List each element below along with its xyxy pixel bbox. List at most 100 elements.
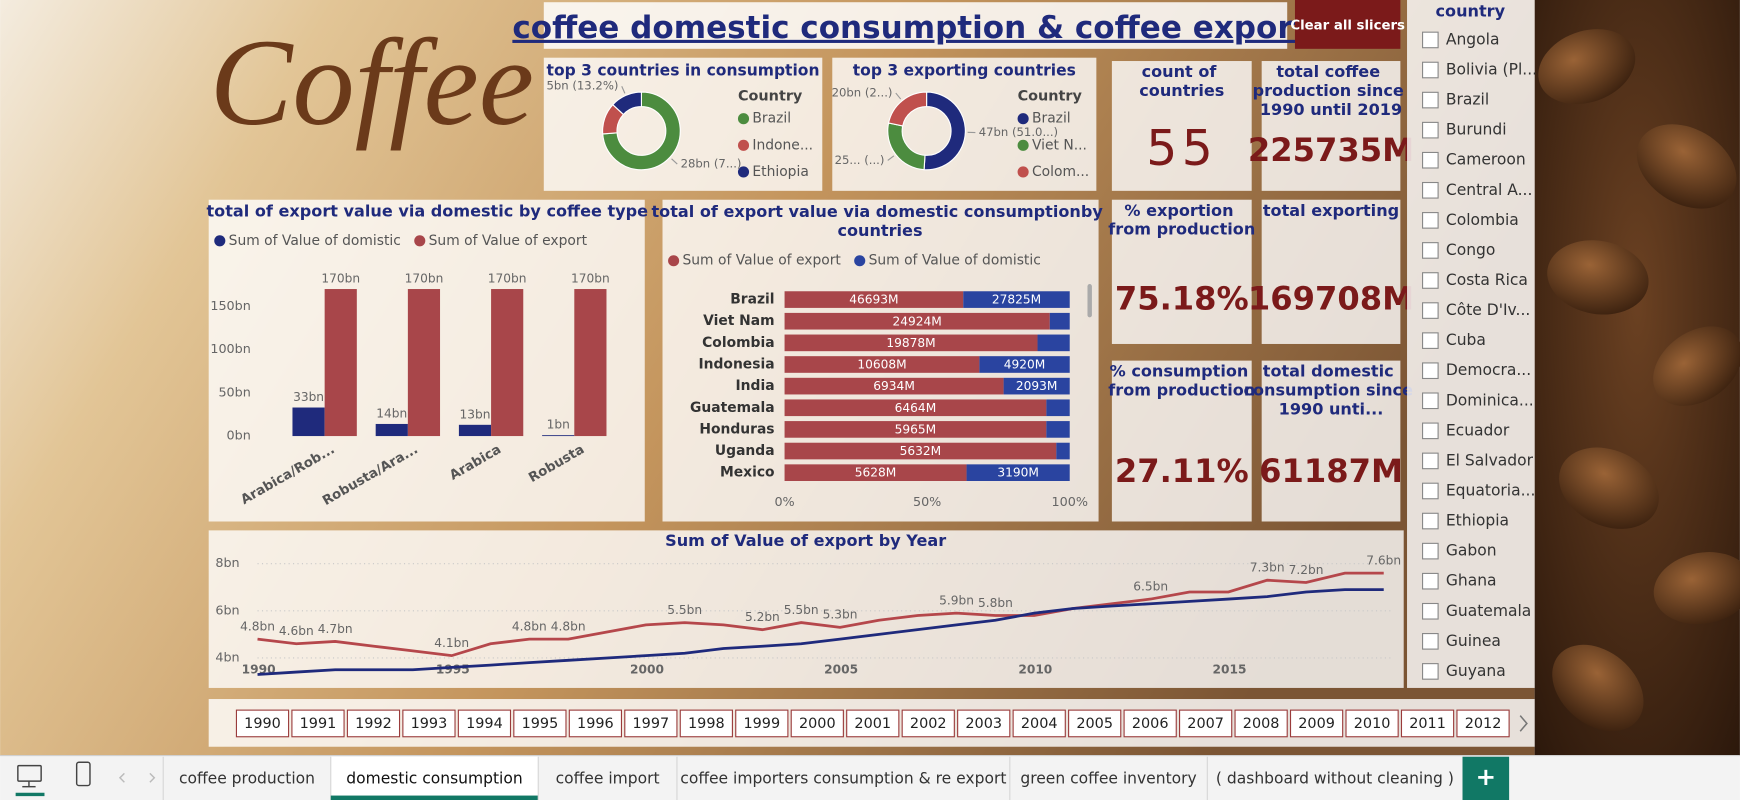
tab-label[interactable]: coffee production — [179, 769, 315, 787]
checkbox[interactable] — [1422, 242, 1439, 259]
slicer-item[interactable]: Cameroon — [1446, 151, 1526, 169]
year-button[interactable] — [1456, 709, 1510, 738]
add-tab-label[interactable]: + — [1476, 762, 1496, 791]
year-button[interactable] — [235, 709, 290, 738]
scrollbar[interactable] — [1087, 284, 1092, 318]
year-button-label[interactable]: 1992 — [355, 716, 392, 732]
tab-label[interactable]: coffee import — [556, 769, 660, 787]
checkbox[interactable] — [1422, 272, 1439, 289]
checkbox[interactable] — [1422, 572, 1439, 590]
year-button-label[interactable]: 1996 — [577, 716, 614, 732]
phone-icon[interactable] — [75, 761, 91, 787]
slicer-item[interactable]: Guinea — [1446, 632, 1501, 650]
year-button[interactable] — [402, 709, 456, 738]
year-button[interactable] — [1400, 709, 1455, 738]
checkbox[interactable] — [1422, 181, 1439, 199]
slicer-item[interactable]: Congo — [1446, 241, 1496, 259]
year-button[interactable] — [1068, 709, 1122, 738]
clear-button[interactable] — [1294, 0, 1401, 49]
tab[interactable] — [163, 756, 331, 800]
year-button-label[interactable]: 2010 — [1354, 716, 1391, 732]
year-button[interactable] — [901, 709, 955, 738]
year-button-label[interactable]: 1990 — [244, 716, 281, 732]
year-button-label[interactable]: 2002 — [910, 716, 947, 732]
year-button-label[interactable]: 2009 — [1298, 716, 1335, 732]
year-button-label[interactable]: 1995 — [522, 716, 559, 732]
checkbox[interactable] — [1422, 91, 1439, 109]
year-button-label[interactable]: 2012 — [1465, 716, 1502, 732]
year-button-label[interactable]: 1993 — [411, 716, 448, 732]
year-button[interactable] — [1179, 709, 1233, 738]
checkbox[interactable] — [1422, 212, 1439, 229]
tab-label[interactable]: coffee importers consumption & re export — [680, 769, 1006, 787]
year-button[interactable] — [457, 709, 512, 738]
slicer-item[interactable]: Brazil — [1446, 91, 1489, 109]
checkbox[interactable] — [1422, 31, 1439, 49]
slicer-item[interactable]: Democra... — [1446, 361, 1531, 379]
year-button[interactable] — [735, 709, 789, 738]
year-button-label[interactable]: 1994 — [466, 716, 503, 732]
year-button-label[interactable]: 2000 — [799, 716, 836, 732]
year-button-label[interactable]: 2001 — [854, 716, 891, 732]
checkbox[interactable] — [1422, 663, 1439, 680]
checkbox[interactable] — [1422, 302, 1439, 319]
desktop-icon[interactable] — [17, 764, 42, 788]
checkbox[interactable] — [1422, 61, 1439, 79]
checkbox[interactable] — [1422, 362, 1439, 380]
year-next-arrow[interactable] — [1519, 715, 1528, 732]
slicer-item[interactable]: Dominica... — [1446, 391, 1534, 409]
tab-label[interactable]: green coffee inventory — [1020, 769, 1196, 787]
checkbox[interactable] — [1422, 121, 1439, 139]
year-button[interactable] — [291, 709, 345, 738]
year-button-label[interactable]: 1999 — [743, 716, 780, 732]
year-button[interactable] — [346, 709, 401, 738]
year-button[interactable] — [957, 709, 1011, 738]
year-button-label[interactable]: 2003 — [965, 716, 1002, 732]
year-button-label[interactable]: 1998 — [688, 716, 725, 732]
year-button[interactable] — [1289, 709, 1344, 738]
checkbox[interactable] — [1422, 512, 1439, 530]
checkbox[interactable] — [1422, 332, 1439, 349]
checkbox[interactable] — [1422, 602, 1439, 620]
checkbox[interactable] — [1422, 452, 1439, 470]
checkbox[interactable] — [1422, 422, 1439, 440]
tab[interactable] — [1009, 756, 1208, 800]
slicer-item[interactable]: Equatoria... — [1446, 481, 1536, 499]
slicer-item[interactable]: Bolivia (Pl... — [1446, 61, 1537, 79]
slicer-item[interactable]: Côte D'Iv... — [1446, 301, 1530, 319]
slicer-item[interactable]: Cuba — [1446, 331, 1486, 349]
add-tab-button[interactable] — [1462, 756, 1510, 800]
checkbox[interactable] — [1422, 542, 1439, 560]
slicer-item[interactable]: Angola — [1446, 30, 1500, 48]
slicer-item[interactable]: Guatemala — [1446, 602, 1531, 620]
checkbox[interactable] — [1422, 151, 1439, 169]
tab-label[interactable]: ( dashboard without cleaning ) — [1216, 769, 1454, 787]
year-button[interactable] — [846, 709, 900, 738]
slicer-item[interactable]: Colombia — [1446, 211, 1519, 229]
year-button[interactable] — [1345, 709, 1399, 738]
year-button[interactable] — [568, 709, 623, 738]
year-button[interactable] — [624, 709, 678, 738]
tab[interactable] — [676, 756, 1010, 800]
clear-button-label[interactable]: Clear all slicers — [1290, 19, 1405, 34]
slicer-item[interactable]: Ghana — [1446, 572, 1497, 590]
slicer-item[interactable]: Gabon — [1446, 542, 1497, 560]
year-button-label[interactable]: 2007 — [1187, 716, 1224, 732]
tab[interactable] — [1207, 756, 1463, 800]
year-button[interactable] — [1234, 709, 1288, 738]
tab-scroll-arrows[interactable] — [118, 772, 156, 783]
tab[interactable] — [538, 756, 677, 800]
slicer-item[interactable]: Central A... — [1446, 181, 1533, 199]
year-button[interactable] — [679, 709, 733, 738]
tab-label[interactable]: domestic consumption — [346, 769, 522, 787]
slicer-item[interactable]: Ethiopia — [1446, 512, 1509, 530]
year-button-label[interactable]: 2008 — [1243, 716, 1280, 732]
year-button[interactable] — [513, 709, 567, 738]
slicer-item[interactable]: Guyana — [1446, 662, 1506, 680]
year-button[interactable] — [790, 709, 844, 738]
year-button-label[interactable]: 1997 — [633, 716, 670, 732]
year-button[interactable] — [1012, 709, 1066, 738]
slicer-item[interactable]: Ecuador — [1446, 421, 1510, 439]
checkbox[interactable] — [1422, 633, 1439, 650]
tab[interactable] — [330, 756, 539, 800]
